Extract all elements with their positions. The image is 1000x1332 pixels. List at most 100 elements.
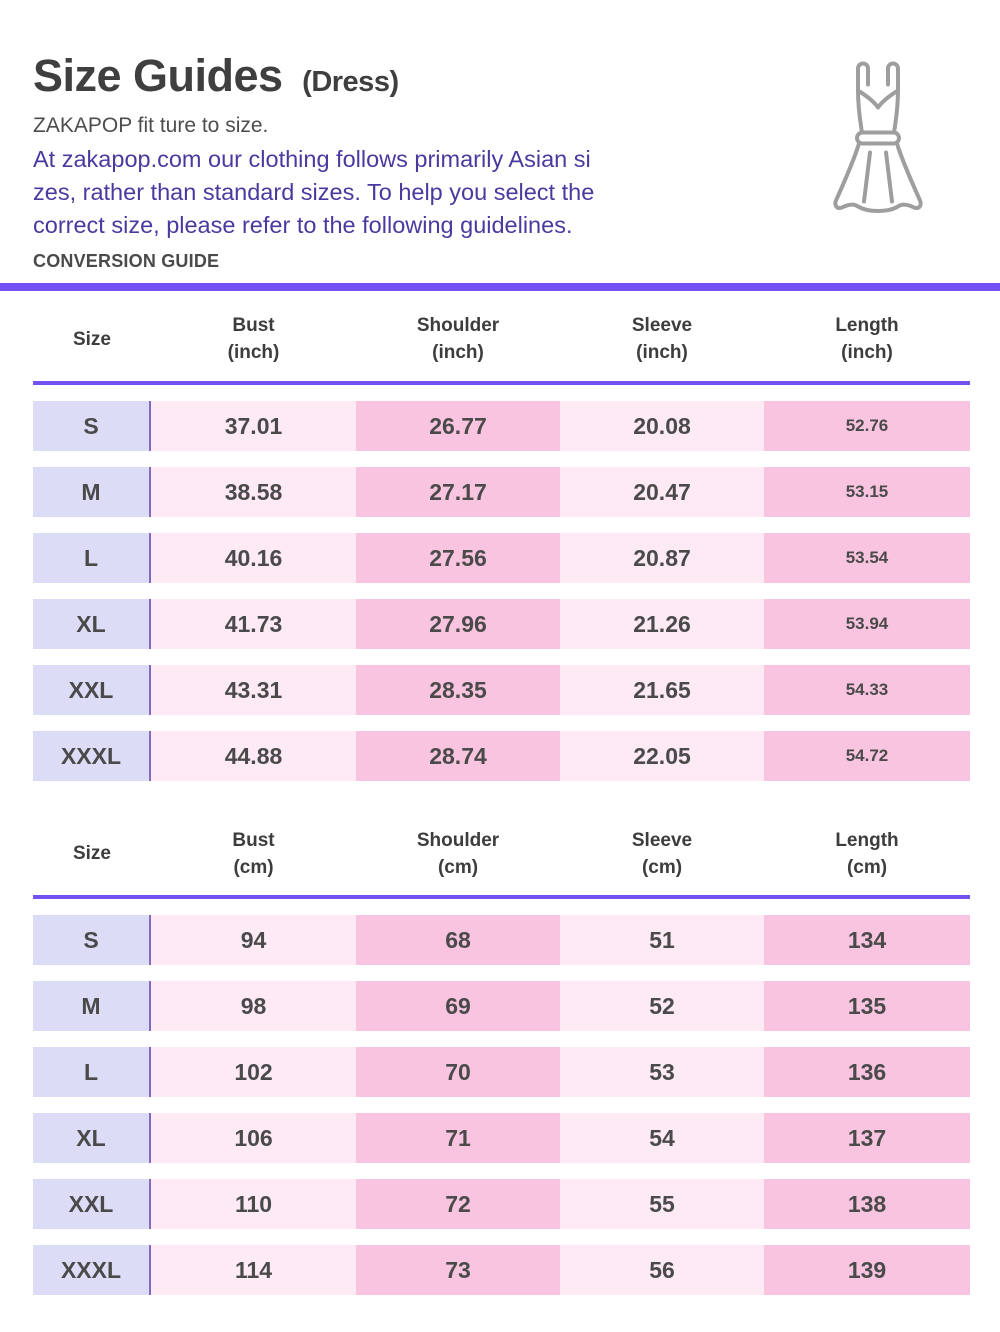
value-cell: 70 bbox=[356, 1047, 560, 1097]
value-cell: 106 bbox=[151, 1113, 356, 1163]
size-label-cell: XXL bbox=[33, 665, 151, 715]
size-label-cell: L bbox=[33, 1047, 151, 1097]
table-row: XXL 110 72 55 138 bbox=[33, 1179, 970, 1229]
value-cell: 20.47 bbox=[560, 467, 764, 517]
column-header-sleeve: Sleeve (cm) bbox=[631, 829, 693, 878]
size-label-cell: M bbox=[33, 981, 151, 1031]
size-label-cell: XXXL bbox=[33, 731, 151, 781]
page-title: Size Guides (Dress) bbox=[33, 50, 823, 102]
value-cell: 26.77 bbox=[356, 401, 560, 451]
size-label-cell: XXL bbox=[33, 1179, 151, 1229]
column-header-length: Length (inch) bbox=[835, 315, 899, 363]
description-line: At zakapop.com our clothing follows prim… bbox=[33, 146, 591, 172]
value-cell: 98 bbox=[151, 981, 356, 1031]
value-cell: 28.35 bbox=[356, 665, 560, 715]
table-row: XXXL 114 73 56 139 bbox=[33, 1245, 970, 1295]
value-cell: 40.16 bbox=[151, 533, 356, 583]
value-cell: 52 bbox=[560, 981, 764, 1031]
value-cell: 52.76 bbox=[764, 401, 970, 451]
table-row: XL 106 71 54 137 bbox=[33, 1113, 970, 1163]
fit-note: ZAKAPOP fit ture to size. bbox=[33, 114, 269, 137]
section-divider-bar bbox=[0, 283, 1000, 291]
size-label-cell: M bbox=[33, 467, 151, 517]
value-cell: 20.87 bbox=[560, 533, 764, 583]
page-title-text: Size Guides bbox=[33, 50, 283, 101]
value-cell: 135 bbox=[764, 981, 970, 1031]
size-label-cell: L bbox=[33, 533, 151, 583]
conversion-guide-label: CONVERSION GUIDE bbox=[33, 251, 220, 271]
page-title-suffix-text: (Dress) bbox=[302, 66, 399, 98]
value-cell: 53 bbox=[560, 1047, 764, 1097]
value-cell: 94 bbox=[151, 915, 356, 965]
value-cell: 21.65 bbox=[560, 665, 764, 715]
value-cell: 27.17 bbox=[356, 467, 560, 517]
header-underline bbox=[33, 381, 970, 385]
value-cell: 37.01 bbox=[151, 401, 356, 451]
dress-icon bbox=[828, 52, 928, 217]
value-cell: 43.31 bbox=[151, 665, 356, 715]
value-cell: 51 bbox=[560, 915, 764, 965]
column-header-length: Length (cm) bbox=[835, 829, 899, 878]
value-cell: 72 bbox=[356, 1179, 560, 1229]
size-description: At zakapop.com our clothing follows prim… bbox=[33, 143, 823, 242]
value-cell: 27.56 bbox=[356, 533, 560, 583]
value-cell: 56 bbox=[560, 1245, 764, 1295]
value-cell: 102 bbox=[151, 1047, 356, 1097]
value-cell: 38.58 bbox=[151, 467, 356, 517]
table-row: M 38.58 27.17 20.47 53.15 bbox=[33, 467, 970, 517]
size-label-cell: XXXL bbox=[33, 1245, 151, 1295]
size-label-cell: XL bbox=[33, 599, 151, 649]
column-header-shoulder: Shoulder (inch) bbox=[416, 315, 500, 363]
value-cell: 138 bbox=[764, 1179, 970, 1229]
column-header-size: Size bbox=[72, 843, 112, 864]
value-cell: 54.33 bbox=[764, 665, 970, 715]
table-row: L 40.16 27.56 20.87 53.54 bbox=[33, 533, 970, 583]
value-cell: 54 bbox=[560, 1113, 764, 1163]
value-cell: 53.15 bbox=[764, 467, 970, 517]
column-header-shoulder: Shoulder (cm) bbox=[416, 829, 500, 878]
value-cell: 55 bbox=[560, 1179, 764, 1229]
value-cell: 27.96 bbox=[356, 599, 560, 649]
table-header-row: Size Bust (inch) Shoulder (inch) Sleeve (inch)… bbox=[33, 297, 970, 381]
size-table-inch: Size Bust (inch) Shoulder (inch) Sleeve (inch)… bbox=[33, 297, 970, 781]
description-line: correct size, please refer to the follow… bbox=[33, 212, 573, 238]
value-cell: 69 bbox=[356, 981, 560, 1031]
value-cell: 71 bbox=[356, 1113, 560, 1163]
column-header-bust: Bust (inch) bbox=[227, 315, 280, 363]
value-cell: 134 bbox=[764, 915, 970, 965]
value-cell: 137 bbox=[764, 1113, 970, 1163]
value-cell: 22.05 bbox=[560, 731, 764, 781]
table-row: XXXL 44.88 28.74 22.05 54.72 bbox=[33, 731, 970, 781]
description-line: zes, rather than standard sizes. To help… bbox=[33, 179, 595, 205]
size-label-cell: S bbox=[33, 915, 151, 965]
size-table-cm: Size Bust (cm) Shoulder (cm) Sleeve (cm) Length… bbox=[33, 812, 970, 1295]
column-header-size: Size bbox=[72, 328, 112, 350]
table-row: S 37.01 26.77 20.08 52.76 bbox=[33, 401, 970, 451]
header-underline bbox=[33, 895, 970, 899]
table-row: XL 41.73 27.96 21.26 53.94 bbox=[33, 599, 970, 649]
value-cell: 136 bbox=[764, 1047, 970, 1097]
table-row: M 98 69 52 135 bbox=[33, 981, 970, 1031]
value-cell: 53.54 bbox=[764, 533, 970, 583]
table-row: XXL 43.31 28.35 21.65 54.33 bbox=[33, 665, 970, 715]
table-row: S 94 68 51 134 bbox=[33, 915, 970, 965]
value-cell: 28.74 bbox=[356, 731, 560, 781]
value-cell: 44.88 bbox=[151, 731, 356, 781]
value-cell: 21.26 bbox=[560, 599, 764, 649]
value-cell: 139 bbox=[764, 1245, 970, 1295]
table-row: L 102 70 53 136 bbox=[33, 1047, 970, 1097]
table-header-row: Size Bust (cm) Shoulder (cm) Sleeve (cm) Length… bbox=[33, 812, 970, 895]
value-cell: 20.08 bbox=[560, 401, 764, 451]
value-cell: 41.73 bbox=[151, 599, 356, 649]
value-cell: 73 bbox=[356, 1245, 560, 1295]
value-cell: 53.94 bbox=[764, 599, 970, 649]
value-cell: 110 bbox=[151, 1179, 356, 1229]
page-header: Size Guides (Dress) ZAKAPOP fit ture to … bbox=[33, 50, 823, 272]
size-label-cell: XL bbox=[33, 1113, 151, 1163]
value-cell: 114 bbox=[151, 1245, 356, 1295]
value-cell: 54.72 bbox=[764, 731, 970, 781]
size-label-cell: S bbox=[33, 401, 151, 451]
column-header-sleeve: Sleeve (inch) bbox=[631, 315, 693, 363]
column-header-bust: Bust (cm) bbox=[232, 829, 275, 878]
